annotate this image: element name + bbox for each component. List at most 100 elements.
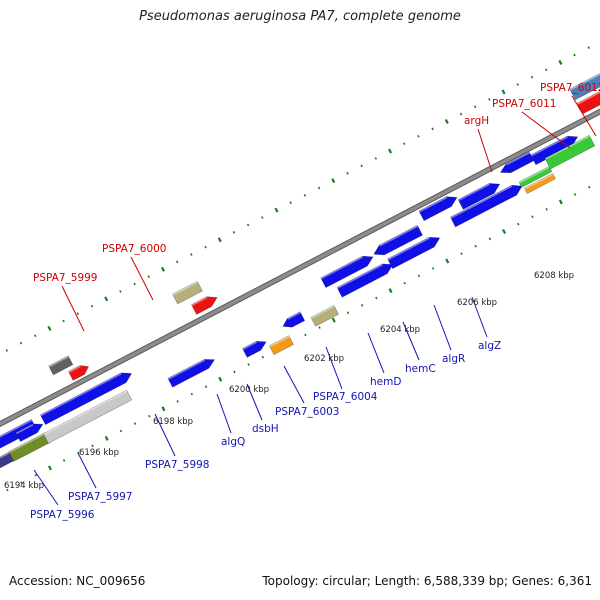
gene-arrow-highlight	[450, 185, 513, 219]
forward-ruler-tick	[90, 304, 94, 308]
gene-arrow-highlight	[320, 256, 364, 280]
forward-ruler-tick	[573, 53, 576, 57]
gene-arrow-body	[320, 255, 374, 289]
gene-box-highlight	[518, 166, 550, 184]
gene-arrow-body	[15, 423, 44, 442]
reverse-ruler-tick	[502, 228, 507, 235]
reverse-ruler-tick	[545, 207, 548, 211]
kbp-tick-label: 6200 kbp	[229, 385, 269, 395]
map-title: Pseudomonas aeruginosa PA7, complete gen…	[139, 9, 461, 24]
reverse-ruler-tick	[161, 406, 166, 412]
reverse-ruler-tick	[119, 429, 123, 433]
forward-ruler-tick	[274, 207, 279, 213]
reverse-ruler-tick	[247, 363, 250, 366]
kbp-tick-label: 6206 kbp	[457, 298, 497, 308]
gene-arrow-highlight	[577, 91, 600, 105]
reverse-ruler-tick	[20, 481, 23, 485]
forward-ruler-tick	[331, 178, 336, 184]
backbone-shadow	[0, 108, 600, 428]
gene-arrow-highlight	[15, 423, 34, 435]
reverse-callout-line	[283, 365, 305, 404]
gene-box-highlight	[269, 335, 290, 348]
gene-arrow-body	[418, 196, 458, 222]
forward-ruler-tick	[133, 282, 136, 286]
reverse-ruler-tick	[588, 185, 591, 189]
gene-box	[569, 72, 600, 101]
gene-arrow-highlight	[506, 151, 530, 166]
forward-ruler-tick	[360, 164, 363, 168]
genome-backbone	[0, 108, 600, 428]
reverse-gene-label: hemC	[405, 363, 436, 375]
gene-arrow	[373, 224, 423, 256]
gene-arrow-highlight	[418, 196, 448, 213]
kbp-tick-label: 6196 kbp	[79, 448, 119, 458]
forward-ruler-tick	[303, 194, 307, 197]
forward-ruler-tick	[317, 186, 321, 190]
gene-box-body	[518, 165, 553, 188]
forward-gene-label: PSPA7_6011	[492, 98, 557, 110]
forward-ruler-tick	[34, 334, 37, 338]
reverse-ruler-tick	[460, 252, 463, 256]
reverse-gene-label: hemD	[370, 376, 401, 388]
reverse-gene-label: algR	[442, 353, 465, 365]
gene-arrow-highlight	[0, 419, 33, 438]
forward-ruler-tick	[488, 97, 491, 101]
reverse-callout-line	[77, 452, 97, 489]
forward-ruler-tick	[459, 112, 463, 116]
forward-ruler-tick	[501, 89, 506, 95]
kbp-tick-label: 6208 kbp	[534, 271, 574, 281]
gene-arrow	[387, 236, 441, 270]
kbp-scale-labels: 6194 kbp 6196 kbp 6198 kbp 6200 kbp 6202 kbp…	[4, 271, 574, 491]
reverse-gene-label: PSPA7_5996	[30, 509, 95, 521]
reverse-callout-line	[402, 321, 420, 361]
forward-ruler-tick	[246, 223, 250, 227]
forward-callout-line	[61, 285, 85, 332]
reverse-ruler-tick	[218, 376, 223, 382]
gene-arrow-highlight	[387, 237, 430, 261]
gene-arrow-highlight	[379, 225, 419, 247]
forward-ruler-tick	[5, 349, 9, 352]
reverse-gene-label: PSPA7_6004	[313, 391, 378, 403]
forward-ruler-tick	[530, 75, 534, 79]
reverse-ruler-tick	[360, 304, 364, 307]
forward-gene-label: PSPA7_6000	[102, 243, 167, 255]
gene-box-highlight	[524, 173, 554, 190]
gene-arrow-highlight	[530, 136, 568, 157]
reverse-ruler-tick	[233, 370, 236, 374]
gene-arrow	[418, 196, 458, 222]
reverse-ruler-tick	[558, 199, 563, 205]
reverse-ruler-tick	[403, 281, 406, 285]
gene-arrow-body	[387, 236, 441, 270]
gene-arrow-body	[68, 365, 89, 381]
reverse-gene-label: algQ	[221, 436, 245, 448]
gene-arrow-highlight	[40, 372, 122, 417]
gene-arrow-body	[373, 224, 423, 256]
gene-arrow-highlight	[287, 311, 301, 320]
gene-box-body	[42, 389, 133, 444]
gene-box	[268, 335, 294, 356]
forward-ruler-tick	[444, 119, 449, 125]
forward-ruler-tick	[204, 245, 207, 249]
reverse-callout-line	[367, 332, 385, 374]
forward-ruler-tick	[232, 230, 236, 234]
forward-ruler-tick	[417, 134, 420, 138]
reverse-gene-label: PSPA7_5997	[68, 491, 133, 503]
reverse-callout-line	[154, 413, 176, 457]
gene-box-body	[268, 335, 294, 356]
gene-box-body	[310, 304, 339, 327]
reverse-ruler-tick	[104, 435, 109, 441]
reverse-gene-label: PSPA7_6003	[275, 406, 340, 418]
gene-box-body	[48, 355, 74, 376]
forward-ruler-tick	[175, 260, 179, 264]
forward-ruler-tick	[544, 68, 548, 72]
reverse-dotted-ruler	[6, 185, 591, 492]
gene-box	[523, 173, 556, 194]
reverse-callout-line	[216, 393, 232, 434]
kbp-tick-label: 6202 kbp	[304, 354, 344, 364]
reverse-ruler-tick	[190, 392, 194, 396]
forward-ruler-tick	[261, 216, 264, 219]
gene-box	[48, 355, 74, 376]
reverse-callout-line	[33, 469, 59, 506]
forward-ruler-tick	[119, 290, 122, 293]
gene-arrow	[167, 359, 216, 388]
